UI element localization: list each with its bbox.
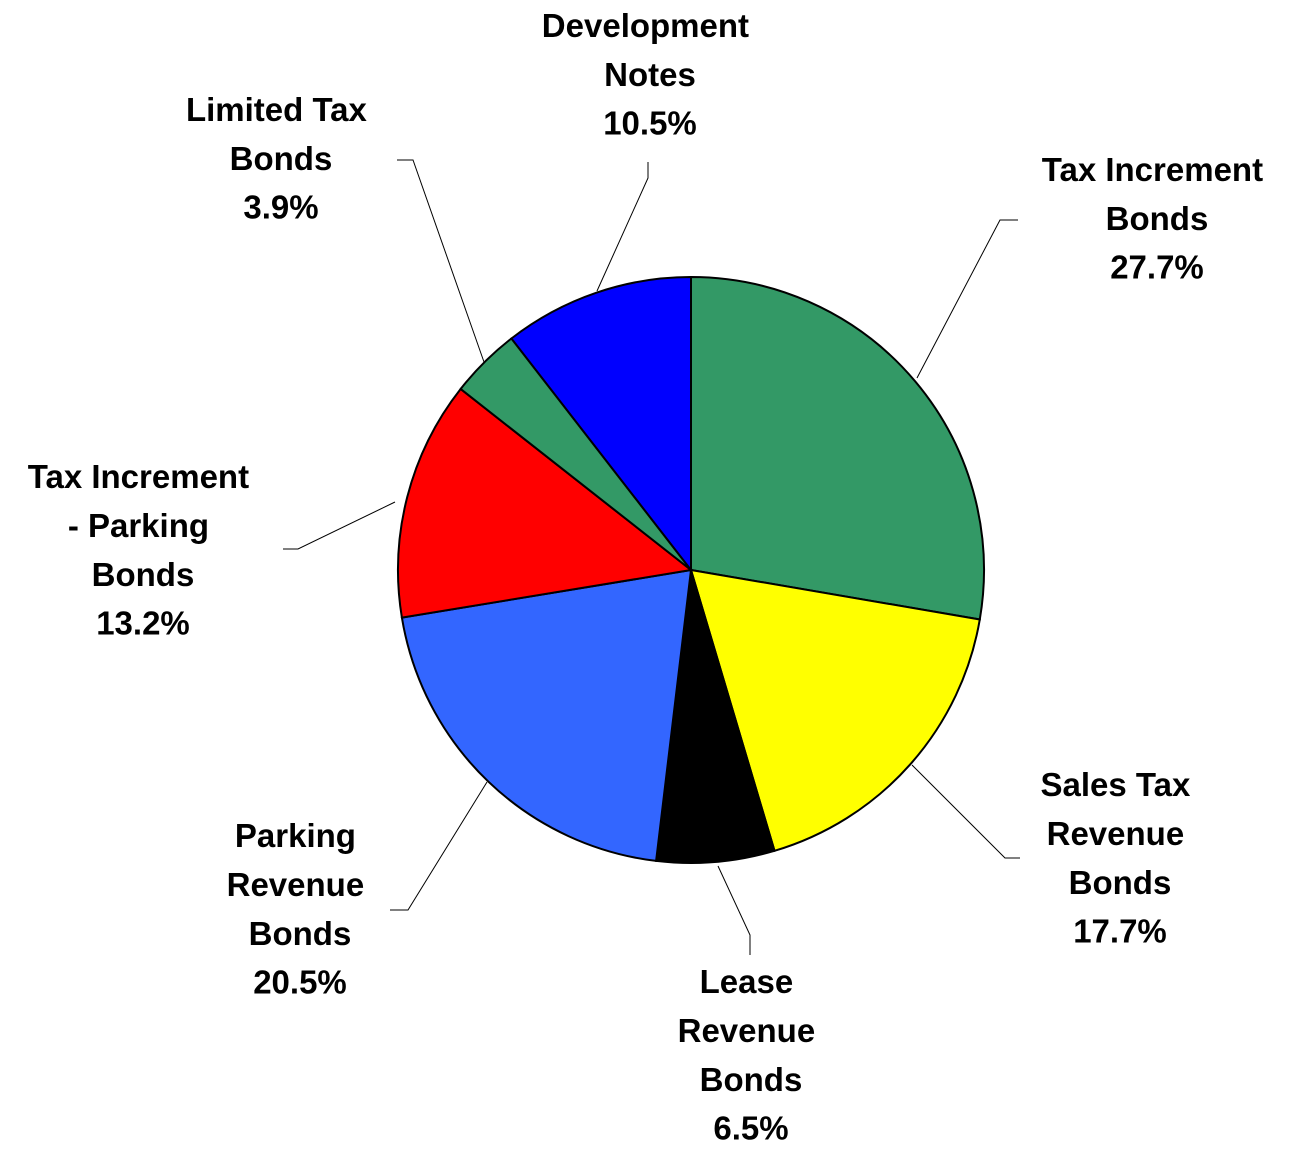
- label-line: - Parking: [68, 507, 218, 544]
- label-line: Bonds: [1106, 200, 1209, 237]
- label-line: Bonds: [1069, 864, 1172, 901]
- slice-value-label: 17.7%: [1073, 913, 1167, 950]
- pie-slice: [397, 387, 694, 619]
- slice-value-label: 13.2%: [96, 605, 190, 642]
- label-line: Tax Increment: [28, 458, 258, 495]
- pie-slice: [689, 568, 981, 853]
- slice-label: Limited Tax Bonds: [186, 91, 376, 177]
- pie-slice: [510, 275, 692, 573]
- slice-value-label: 20.5%: [253, 964, 347, 1001]
- label-line: Lease: [700, 963, 803, 1000]
- label-line: Parking: [235, 817, 365, 854]
- leader-line: [390, 781, 488, 911]
- leader-line: [397, 159, 485, 363]
- label-line: Bonds: [230, 140, 333, 177]
- label-line: Notes: [604, 56, 696, 93]
- pie-slice: [654, 569, 776, 864]
- label-line: Development: [542, 7, 758, 44]
- leader-line: [916, 219, 1018, 379]
- slice-label: Lease Revenue Bonds: [678, 963, 825, 1098]
- slice-value-label: 27.7%: [1110, 249, 1204, 286]
- label-line: Revenue: [678, 1012, 825, 1049]
- pie-slice: [400, 568, 693, 863]
- label-line: Tax Increment: [1042, 151, 1272, 188]
- slice-value-label: 10.5%: [603, 105, 697, 142]
- label-line: Revenue: [227, 866, 374, 903]
- slice-value-label: 3.9%: [243, 189, 318, 226]
- slice-label: Tax Increment Bonds: [1042, 151, 1272, 237]
- slice-label: Tax Increment - Parking Bonds: [28, 458, 258, 593]
- slice-label: Development Notes: [542, 7, 758, 93]
- leader-line: [717, 865, 751, 955]
- label-line: Revenue: [1047, 815, 1194, 852]
- slice-label: Parking Revenue Bonds: [227, 817, 374, 952]
- label-line: Limited Tax: [186, 91, 376, 128]
- pie-slice: [690, 275, 985, 621]
- label-line: Bonds: [700, 1061, 803, 1098]
- label-line: Bonds: [249, 915, 352, 952]
- leader-line: [596, 162, 649, 292]
- label-line: Sales Tax: [1041, 766, 1200, 803]
- slice-value-label: 6.5%: [713, 1110, 788, 1147]
- leader-line: [283, 501, 396, 550]
- slice-label: Sales Tax Revenue Bonds: [1041, 766, 1200, 901]
- leader-line: [911, 764, 1020, 859]
- label-line: Bonds: [92, 556, 195, 593]
